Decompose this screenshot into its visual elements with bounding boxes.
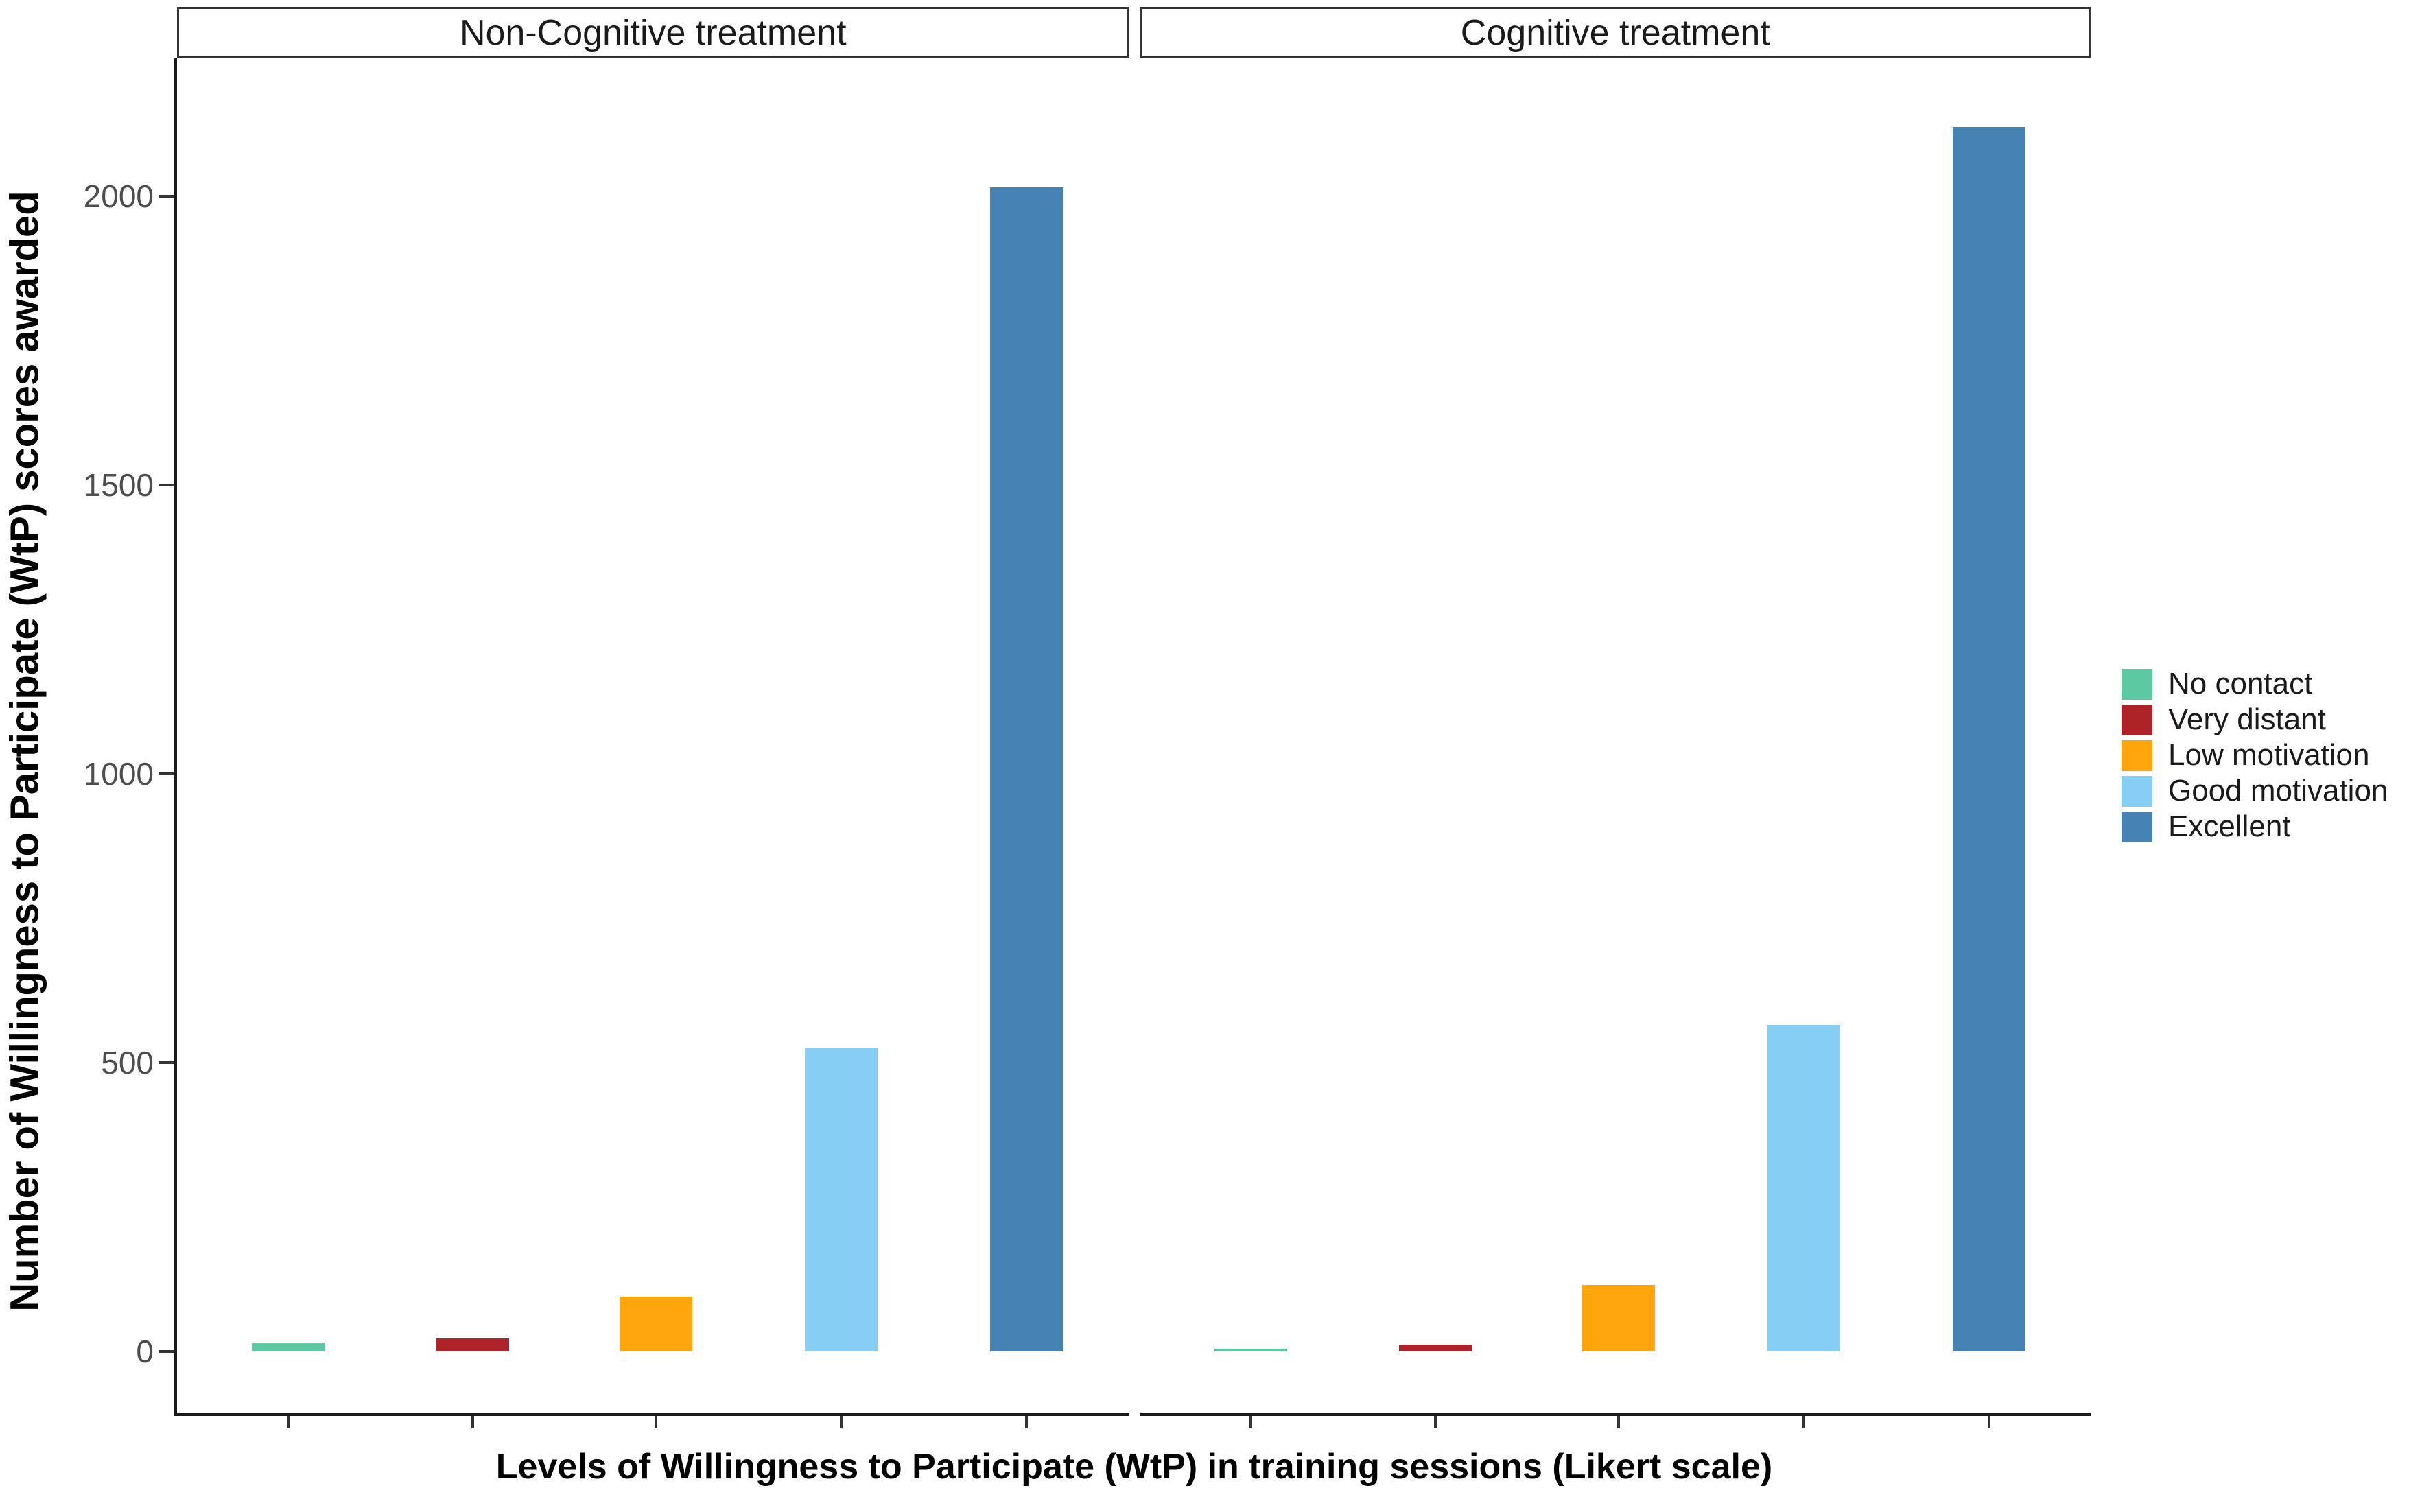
- x-axis-title: Levels of Willingness to Participate (Wt…: [495, 1447, 1773, 1487]
- legend-swatch-very-distant: [2122, 705, 2152, 735]
- facet-strip: Cognitive treatment: [1139, 7, 2091, 58]
- legend-label: Low motivation: [2168, 738, 2370, 772]
- y-tick-mark: [159, 484, 174, 486]
- y-axis-line: [174, 58, 177, 1416]
- x-tick-mark: [1987, 1416, 1990, 1428]
- bar-low-motivation: [1582, 1285, 1655, 1351]
- x-tick-mark: [471, 1416, 474, 1428]
- facet-strip-label: Cognitive treatment: [1460, 12, 1770, 53]
- x-tick-mark: [1249, 1416, 1252, 1428]
- y-tick-label: 1000: [83, 756, 154, 792]
- legend-label: No contact: [2168, 667, 2313, 700]
- legend-label: Very distant: [2168, 702, 2326, 736]
- y-tick-mark: [159, 195, 174, 198]
- x-axis-line: [1139, 1413, 2091, 1416]
- x-tick-mark: [287, 1416, 290, 1428]
- y-tick-mark: [159, 1350, 174, 1353]
- x-tick-mark: [1802, 1416, 1805, 1428]
- facet-strip: Non-Cognitive treatment: [177, 7, 1129, 58]
- y-tick-label: 2000: [83, 178, 154, 214]
- bar-good-motivation: [1767, 1025, 1840, 1351]
- bar-very-distant: [436, 1338, 509, 1351]
- bar-low-motivation: [620, 1297, 692, 1351]
- x-tick-mark: [1025, 1416, 1028, 1428]
- bar-good-motivation: [805, 1048, 878, 1351]
- x-tick-mark: [1433, 1416, 1437, 1428]
- bar-excellent: [990, 187, 1063, 1351]
- y-tick-label: 1500: [83, 467, 154, 503]
- bar-very-distant: [1398, 1344, 1472, 1351]
- x-axis-line: [177, 1413, 1129, 1416]
- y-tick-mark: [159, 772, 174, 775]
- facet-strip-label: Non-Cognitive treatment: [459, 12, 847, 53]
- x-tick-mark: [655, 1416, 657, 1428]
- y-axis-title: Number of Willingness to Participate (Wt…: [2, 191, 47, 1312]
- y-tick-label: 500: [101, 1045, 154, 1080]
- x-tick-mark: [840, 1416, 843, 1428]
- bar-no-contact: [1214, 1348, 1287, 1351]
- bar-excellent: [1952, 126, 2025, 1351]
- legend-swatch-excellent: [2122, 812, 2152, 842]
- y-tick-mark: [159, 1061, 174, 1064]
- y-tick-label: 0: [136, 1334, 154, 1369]
- legend-label: Excellent: [2168, 810, 2291, 843]
- legend-swatch-good-motivation: [2122, 776, 2152, 807]
- x-tick-mark: [1617, 1416, 1620, 1428]
- legend-swatch-no-contact: [2122, 669, 2152, 700]
- bar-no-contact: [252, 1343, 325, 1351]
- legend-label: Good motivation: [2168, 774, 2388, 807]
- legend-swatch-low-motivation: [2122, 740, 2152, 771]
